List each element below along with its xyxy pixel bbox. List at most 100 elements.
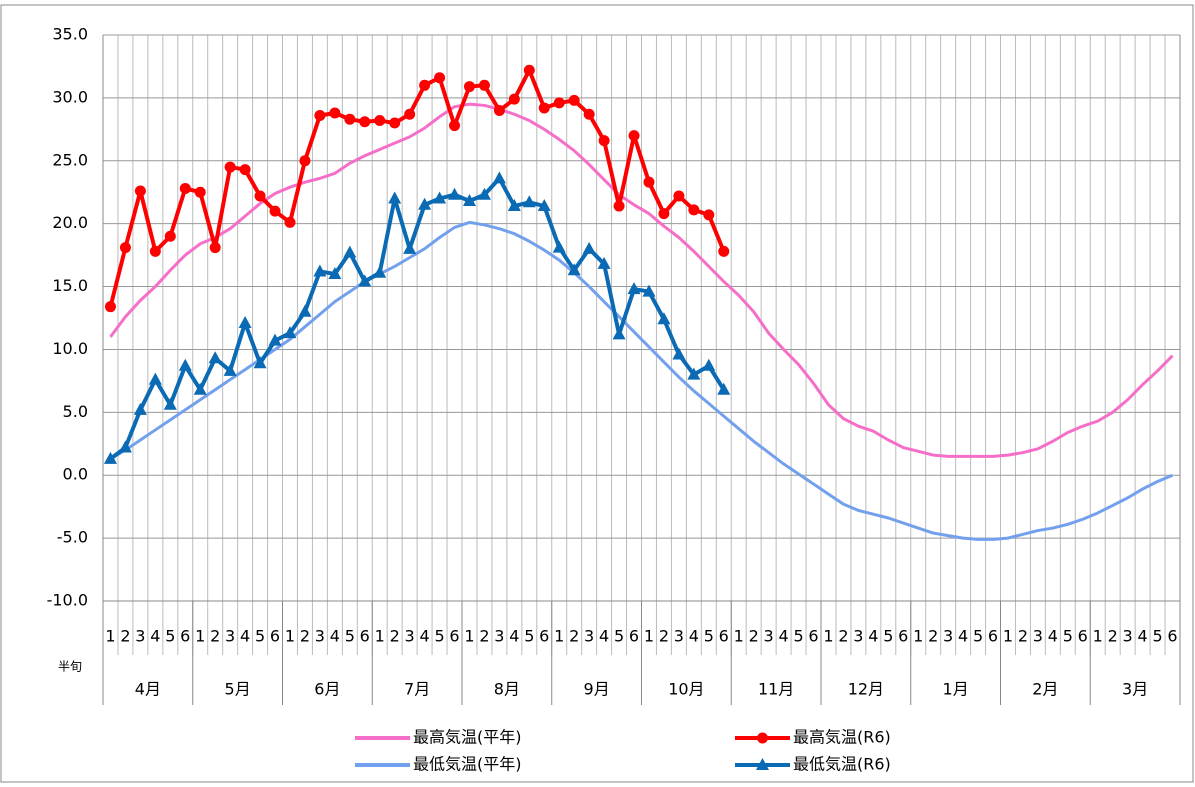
month-label: 11月	[758, 680, 794, 699]
x-tick-label: 3	[943, 627, 953, 646]
point-marker	[313, 264, 327, 277]
x-tick-label: 2	[928, 627, 938, 646]
point-marker	[717, 382, 731, 395]
point-marker	[448, 187, 462, 200]
series-line	[108, 68, 726, 308]
point-marker	[329, 107, 341, 119]
x-tick-label: 2	[210, 627, 220, 646]
x-tick-label: 3	[1033, 627, 1043, 646]
legend-marker	[757, 732, 768, 744]
point-marker	[598, 135, 610, 147]
x-tick-label: 4	[1048, 627, 1058, 646]
point-marker	[284, 216, 296, 228]
point-marker	[612, 327, 626, 340]
point-marker	[538, 102, 550, 114]
y-tick-label: 20.0	[52, 213, 88, 232]
x-tick-label: 4	[779, 627, 789, 646]
x-tick-label: 5	[614, 627, 624, 646]
point-marker	[208, 351, 222, 364]
x-tick-label: 5	[1152, 627, 1162, 646]
x-tick-label: 2	[569, 627, 579, 646]
x-tick-label: 5	[255, 627, 265, 646]
x-tick-label: 2	[120, 627, 130, 646]
x-tick-label: 5	[524, 627, 534, 646]
x-tick-label: 4	[868, 627, 878, 646]
point-marker	[553, 97, 565, 109]
point-marker	[492, 171, 506, 184]
point-marker	[627, 282, 641, 295]
legend-label: 最低気温(R6)	[793, 755, 891, 774]
x-tick-label: 6	[360, 627, 370, 646]
x-tick-label: 5	[704, 627, 714, 646]
month-label: 2月	[1032, 680, 1058, 699]
x-tick-label: 4	[240, 627, 250, 646]
x-tick-label: 3	[225, 627, 235, 646]
point-marker	[628, 130, 640, 142]
x-tick-label: 3	[853, 627, 863, 646]
point-marker	[418, 197, 432, 210]
point-marker	[688, 204, 700, 216]
x-tick-label: 6	[449, 627, 459, 646]
point-marker	[103, 451, 117, 464]
point-marker	[283, 326, 297, 339]
x-tick-label: 4	[958, 627, 968, 646]
point-marker	[673, 190, 685, 202]
point-marker	[463, 81, 475, 93]
x-tick-label: 1	[644, 627, 654, 646]
x-tick-label: 6	[180, 627, 190, 646]
point-marker	[164, 230, 176, 242]
point-marker	[657, 312, 671, 325]
x-tick-label: 1	[285, 627, 295, 646]
x-tick-label: 1	[913, 627, 923, 646]
month-label: 4月	[135, 680, 161, 699]
x-tick-label: 3	[1123, 627, 1133, 646]
point-marker	[703, 209, 715, 221]
x-tick-label: 1	[554, 627, 564, 646]
month-label: 8月	[494, 680, 520, 699]
y-tick-label: 30.0	[52, 87, 88, 106]
point-marker	[119, 242, 131, 254]
point-marker	[178, 358, 192, 371]
x-tick-label: 4	[150, 627, 160, 646]
point-marker	[269, 205, 281, 217]
point-marker	[508, 93, 520, 105]
x-tick-label: 1	[464, 627, 474, 646]
y-tick-label: 10.0	[52, 339, 88, 358]
point-marker	[522, 195, 536, 208]
x-tick-label: 6	[719, 627, 729, 646]
month-label: 12月	[848, 680, 884, 699]
y-tick-label: -5.0	[57, 528, 88, 547]
point-marker	[478, 79, 490, 91]
legend-label: 最高気温(平年)	[413, 728, 522, 747]
point-marker	[404, 108, 416, 120]
legend-marker	[756, 758, 769, 770]
x-tick-label: 1	[105, 627, 115, 646]
x-tick-label: 2	[1108, 627, 1118, 646]
point-marker	[374, 115, 386, 127]
series-line	[109, 176, 726, 461]
legend-label: 最低気温(平年)	[413, 755, 522, 774]
point-marker	[238, 316, 252, 329]
x-tick-label: 2	[749, 627, 759, 646]
x-tick-label: 2	[479, 627, 489, 646]
point-marker	[373, 265, 387, 278]
x-tick-label: 1	[1093, 627, 1103, 646]
point-marker	[118, 440, 132, 453]
x-tick-label: 3	[135, 627, 145, 646]
point-marker	[179, 182, 191, 194]
point-marker	[658, 208, 670, 220]
x-tick-label: 3	[405, 627, 415, 646]
point-marker	[687, 367, 701, 380]
point-marker	[193, 382, 207, 395]
month-label: 5月	[225, 680, 251, 699]
point-marker	[194, 186, 206, 198]
point-marker	[133, 402, 147, 415]
y-tick-label: 25.0	[52, 150, 88, 169]
x-tick-label: 2	[659, 627, 669, 646]
point-marker	[613, 200, 625, 212]
point-marker	[493, 104, 505, 116]
point-marker	[642, 284, 656, 297]
point-marker	[462, 194, 476, 207]
point-marker	[314, 109, 326, 121]
